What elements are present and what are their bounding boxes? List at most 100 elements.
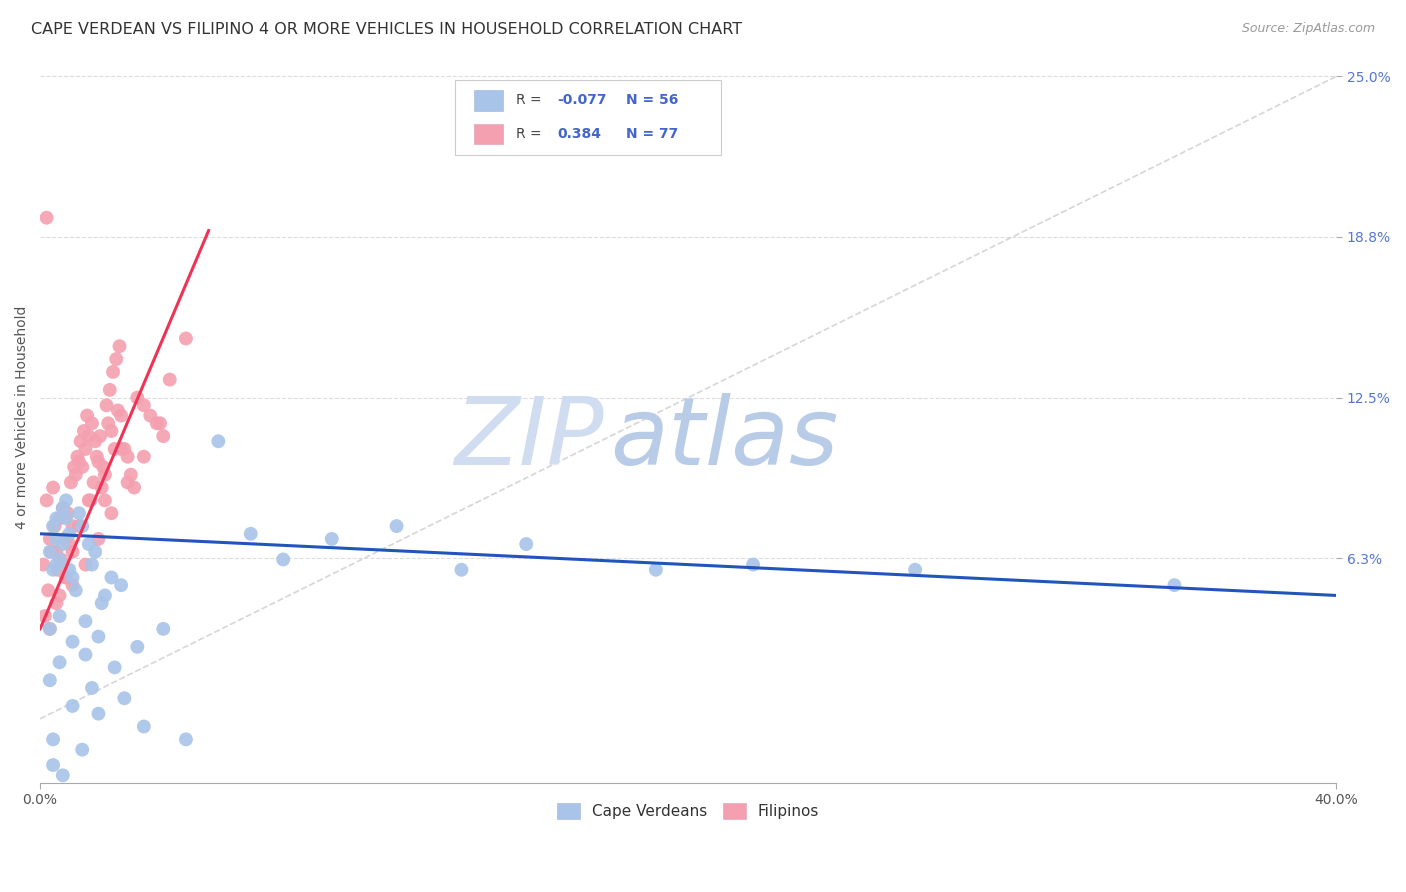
Point <box>34 609 56 624</box>
Point <box>94 493 117 508</box>
Point <box>46 563 69 577</box>
Point <box>45 558 67 572</box>
Point <box>100 570 122 584</box>
Point <box>42 732 65 747</box>
Text: ZIP: ZIP <box>454 393 605 484</box>
Point <box>152 429 174 443</box>
Point <box>58 537 80 551</box>
Point <box>62 634 84 648</box>
Point <box>48 511 70 525</box>
Point <box>112 691 135 706</box>
Point <box>65 467 87 482</box>
Point <box>91 460 114 475</box>
Point <box>100 506 122 520</box>
Point <box>110 442 132 456</box>
Point <box>55 570 77 584</box>
Point <box>132 450 155 464</box>
Point <box>70 460 93 475</box>
Point <box>35 211 58 225</box>
Point <box>321 532 343 546</box>
Point <box>86 450 108 464</box>
Text: atlas: atlas <box>610 393 839 484</box>
Point <box>117 475 139 490</box>
Point <box>62 545 84 559</box>
Point <box>45 596 67 610</box>
Point <box>38 622 60 636</box>
Point <box>84 545 107 559</box>
Point <box>107 403 129 417</box>
Point <box>100 424 122 438</box>
Point <box>87 630 110 644</box>
Text: R =: R = <box>516 128 546 141</box>
Point <box>38 545 60 559</box>
Point <box>62 519 84 533</box>
Point <box>45 545 67 559</box>
Point <box>48 589 70 603</box>
Point <box>79 493 101 508</box>
Point <box>207 434 229 449</box>
Point <box>152 622 174 636</box>
Point <box>80 681 103 695</box>
Point <box>52 501 75 516</box>
Point <box>62 570 84 584</box>
Point <box>58 563 80 577</box>
Point <box>62 578 84 592</box>
Point <box>42 519 65 533</box>
Point <box>90 596 112 610</box>
Text: N = 77: N = 77 <box>626 128 678 141</box>
Point <box>32 558 55 572</box>
Point <box>104 660 127 674</box>
Point <box>644 563 666 577</box>
Point <box>45 511 67 525</box>
Point <box>55 570 77 584</box>
FancyBboxPatch shape <box>474 124 503 145</box>
Point <box>48 552 70 566</box>
Point <box>515 537 537 551</box>
Point <box>90 481 112 495</box>
Point <box>87 532 110 546</box>
Point <box>110 409 132 423</box>
Point <box>70 519 93 533</box>
Point <box>127 391 149 405</box>
FancyBboxPatch shape <box>456 80 721 154</box>
Point <box>105 352 128 367</box>
Point <box>146 417 169 431</box>
Point <box>42 758 65 772</box>
Point <box>77 493 100 508</box>
Point <box>75 614 97 628</box>
Point <box>56 506 79 520</box>
Point <box>110 578 132 592</box>
Legend: Cape Verdeans, Filipinos: Cape Verdeans, Filipinos <box>550 796 827 827</box>
Point <box>159 373 181 387</box>
Point <box>63 460 86 475</box>
Text: R =: R = <box>516 94 546 107</box>
Point <box>132 719 155 733</box>
Point <box>38 673 60 688</box>
Point <box>139 409 162 423</box>
Point <box>52 537 75 551</box>
Point <box>1163 578 1185 592</box>
Point <box>58 526 80 541</box>
Point <box>117 450 139 464</box>
Point <box>48 609 70 624</box>
Point <box>80 558 103 572</box>
Point <box>42 481 65 495</box>
Point <box>67 519 90 533</box>
Point <box>104 442 127 456</box>
Point <box>84 434 107 449</box>
Point <box>75 648 97 662</box>
Point <box>76 409 98 423</box>
Point <box>94 589 117 603</box>
Point <box>94 467 117 482</box>
Point <box>83 475 105 490</box>
Point <box>450 563 472 577</box>
Point <box>44 519 66 533</box>
Point <box>98 383 121 397</box>
Point <box>45 532 67 546</box>
Point <box>101 365 124 379</box>
Point <box>52 501 75 516</box>
Point <box>51 552 73 566</box>
Point <box>35 493 58 508</box>
Point <box>87 706 110 721</box>
Point <box>75 558 97 572</box>
